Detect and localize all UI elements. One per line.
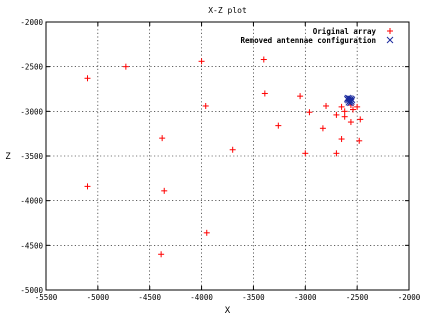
x-tick-label: -2000: [398, 293, 421, 302]
original-array-point: [338, 136, 345, 143]
original-array-point: [323, 102, 330, 109]
x-tick-label: -2500: [346, 293, 369, 302]
x-axis-label: X: [225, 306, 231, 316]
y-tick-label: -2000: [20, 18, 43, 27]
original-array-point: [349, 106, 356, 113]
original-array-point: [260, 56, 267, 63]
original-array-point: [333, 111, 340, 118]
grid: [46, 22, 409, 290]
original-array-point: [341, 113, 348, 120]
original-array-point: [229, 146, 236, 153]
x-tick-label: -4500: [138, 293, 161, 302]
original-array-point: [84, 183, 91, 190]
y-tick-label: -5000: [20, 286, 43, 295]
x-tick-label: -4000: [190, 293, 213, 302]
x-tick-label: -3500: [242, 293, 265, 302]
y-tick-label: -2500: [20, 63, 43, 72]
y-tick-label: -4000: [20, 197, 43, 206]
plus-marker-icon: [387, 28, 393, 34]
data-points: [84, 56, 364, 258]
axis-ticks: -5500 -5000 -4500 -4000 -3500 -3000 -2500 -2000…: [20, 18, 420, 302]
y-tick-label: -4500: [20, 241, 43, 250]
original-array-point: [354, 103, 361, 110]
y-tick-label: -3500: [20, 152, 43, 161]
original-array-point: [122, 63, 129, 70]
original-array-point: [275, 122, 282, 129]
original-array-point: [356, 137, 363, 144]
cross-marker-icon: [386, 36, 394, 44]
legend-marker-original-array: [387, 28, 393, 34]
original-array-point: [302, 150, 309, 157]
x-tick-label: -3000: [294, 293, 317, 302]
original-array-point: [357, 116, 364, 123]
x-tick-label: -5500: [35, 293, 58, 302]
legend-label-original-array: Original array: [313, 27, 377, 36]
legend: Original array Removed antennae configur…: [241, 27, 394, 45]
original-array-point: [202, 102, 209, 109]
original-array-point: [84, 75, 91, 82]
original-array-point: [306, 109, 313, 116]
removed-antenna-point: [343, 95, 351, 103]
original-array-point: [338, 103, 345, 110]
original-array-point: [261, 90, 268, 97]
chart-title: X-Z plot: [208, 6, 247, 15]
y-tick-label: -3000: [20, 107, 43, 116]
original-array-point: [158, 251, 165, 258]
original-array-point: [319, 125, 326, 132]
original-array-point: [347, 119, 354, 126]
legend-label-removed-antennae: Removed antennae configuration: [241, 36, 376, 45]
legend-marker-removed-antennae: [386, 36, 394, 44]
original-array-point: [203, 229, 210, 236]
original-array-point: [341, 108, 348, 115]
original-array-point: [333, 150, 340, 157]
y-axis-label: Z: [5, 152, 11, 162]
original-array-point: [161, 187, 168, 194]
original-array-point: [198, 58, 205, 65]
x-tick-label: -5000: [87, 293, 110, 302]
original-array-point: [159, 135, 166, 142]
original-array-point: [297, 93, 304, 100]
